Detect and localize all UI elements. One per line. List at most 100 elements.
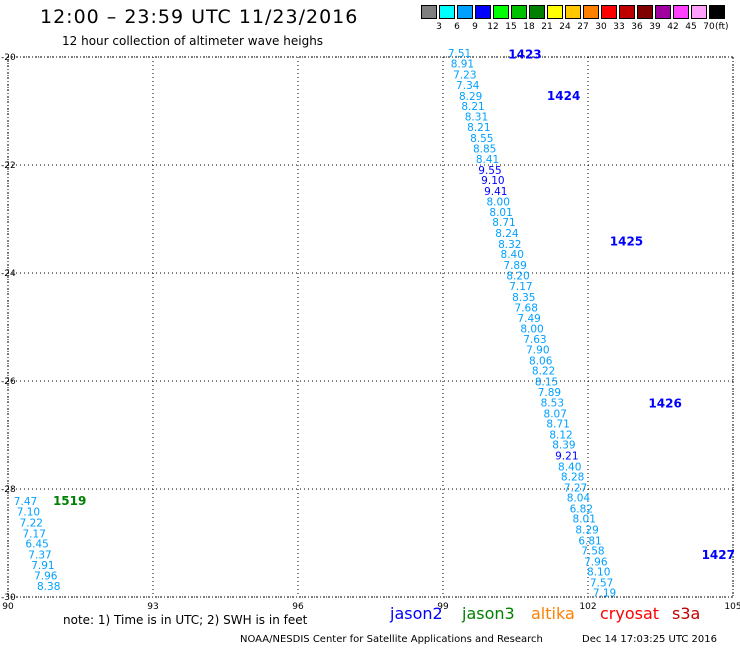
wave-height-label: 7.89: [538, 387, 561, 399]
wave-height-label: 8.29: [459, 91, 482, 103]
legend-label: 3: [436, 22, 442, 32]
wave-height-label: 8.06: [529, 355, 553, 367]
legend-label: 12: [487, 22, 499, 32]
wave-height-label: 8.85: [473, 143, 496, 155]
satellite-s3a: s3a: [672, 604, 701, 623]
legend-swatch: [457, 5, 473, 19]
wave-height-label: 7.27: [564, 482, 587, 494]
wave-height-label: 8.20: [506, 271, 529, 283]
legend-swatch: [583, 5, 599, 19]
chart-subtitle: 12 hour collection of altimeter wave hei…: [62, 34, 324, 48]
legend-label: 70: [703, 22, 715, 32]
satellite-jason3: jason3: [462, 604, 515, 623]
legend-swatch: [529, 5, 545, 19]
wave-height-label: 7.22: [20, 517, 43, 529]
wave-height-label: 8.32: [498, 239, 521, 251]
satellite-jason2: jason2: [390, 604, 443, 623]
legend-swatch: [655, 5, 671, 19]
wave-height-label: 8.55: [470, 133, 493, 145]
wave-height-label: 8.21: [467, 122, 490, 134]
legend-swatch: [511, 5, 527, 19]
wave-height-label: 8.01: [489, 207, 512, 219]
wave-height-label: 9.41: [484, 186, 507, 198]
wave-height-label: 8.00: [520, 324, 543, 336]
wave-height-label: 7.51: [448, 48, 471, 60]
wave-height-label: 7.10: [17, 507, 40, 519]
legend-label: 33: [613, 22, 625, 32]
satellite-altika: altika: [531, 604, 575, 623]
wave-height-label: 9.55: [478, 165, 501, 177]
plot-frame: [7, 56, 734, 598]
wave-height-label: 8.71: [492, 217, 515, 229]
x-tick-label: 96: [292, 602, 304, 612]
x-tick-label: 90: [2, 602, 14, 612]
legend-swatch: [547, 5, 563, 19]
wave-height-label: 8.40: [501, 249, 524, 261]
wave-height-label: 7.96: [34, 570, 58, 582]
x-tick-label: 93: [147, 602, 158, 612]
wave-height-label: 9.10: [481, 175, 504, 187]
wave-height-label: 8.31: [465, 111, 488, 123]
wave-height-label: 8.07: [544, 408, 567, 420]
legend-swatch: [637, 5, 653, 19]
credit-line: NOAA/NESDIS Center for Satellite Applica…: [240, 634, 543, 645]
wave-height-label: 8.29: [575, 525, 598, 537]
pass-number-label: 1427: [702, 548, 735, 562]
legend-label: 36: [631, 22, 643, 32]
y-tick-label: -26: [1, 377, 16, 387]
legend-swatch: [493, 5, 509, 19]
wave-height-label: 6.82: [570, 503, 593, 515]
legend-swatch: [439, 5, 455, 19]
chart-title: 12:00 – 23:59 UTC 11/23/2016: [40, 6, 359, 28]
legend-swatch: [421, 5, 437, 19]
wave-height-label: 7.47: [14, 496, 37, 508]
wave-height-label: 8.28: [561, 472, 584, 484]
wave-height-label: 7.37: [28, 549, 51, 561]
wave-height-label: 8.04: [567, 493, 591, 505]
pass-number-label: 1519: [53, 494, 86, 508]
legend-swatch: [691, 5, 707, 19]
wave-height-label: 8.21: [461, 101, 484, 113]
wave-height-label: 7.49: [517, 313, 540, 325]
y-tick-label: -24: [1, 269, 16, 279]
y-tick-label: -20: [1, 53, 16, 63]
legend-unit: (ft): [715, 22, 729, 32]
wave-height-label: 8.00: [487, 197, 510, 209]
wave-height-label: 8.71: [546, 419, 569, 431]
wave-height-label: 8.12: [549, 429, 572, 441]
pass-number-label: 1426: [648, 397, 681, 411]
y-tick-label: -30: [1, 593, 16, 603]
y-tick-label: -28: [1, 485, 16, 495]
satellite-cryosat: cryosat: [600, 604, 660, 623]
generated-timestamp: Dec 14 17:03:25 UTC 2016: [582, 634, 717, 645]
legend-swatch: [673, 5, 689, 19]
x-tick-label: 105: [724, 602, 740, 612]
wave-height-label: 8.24: [495, 228, 519, 240]
wave-height-label: 7.63: [523, 334, 546, 346]
wave-height-label: 7.90: [526, 345, 549, 357]
x-tick-label: 99: [437, 602, 449, 612]
legend-swatch: [619, 5, 635, 19]
wave-height-label: 8.91: [451, 58, 474, 70]
legend-label: 18: [523, 22, 535, 32]
wave-height-label: 7.91: [31, 560, 54, 572]
legend-swatch: [475, 5, 491, 19]
wave-height-label: 8.41: [476, 154, 499, 166]
pass-number-label: 1423: [508, 47, 541, 61]
legend-label: 27: [577, 22, 589, 32]
legend-label: 30: [595, 22, 607, 32]
legend-label: 45: [685, 22, 697, 32]
wave-height-label: 8.39: [552, 440, 575, 452]
wave-height-label: 7.17: [23, 528, 46, 540]
wave-height-label: 8.15: [535, 377, 558, 389]
wave-height-label: 8.53: [541, 398, 564, 410]
legend-label: 9: [472, 22, 478, 32]
wave-height-label: 8.10: [587, 567, 610, 579]
wave-height-label: 8.38: [37, 581, 60, 593]
x-tick-label: 102: [579, 602, 596, 612]
legend-label: 15: [505, 22, 517, 32]
wave-height-label: 7.34: [456, 80, 480, 92]
wave-height-label: 6.45: [25, 539, 48, 551]
y-tick-label: -22: [1, 161, 16, 171]
